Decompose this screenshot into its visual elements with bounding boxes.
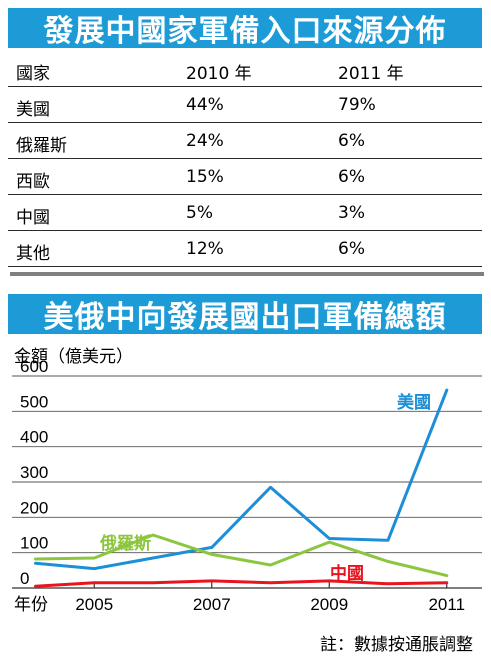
series-label-usa: 美國 — [397, 392, 431, 412]
cell-country: 其他 — [16, 244, 50, 264]
x-axis-label: 年份 — [14, 595, 48, 614]
cell-2011: 79% — [338, 95, 376, 115]
table-header-row: 國家 2010 年 2011 年 — [8, 52, 482, 87]
table-row: 美國 44% 79% — [8, 88, 482, 123]
cell-2010: 15% — [186, 167, 224, 187]
y-tick-label: 600 — [20, 357, 48, 376]
x-tick-label: 2011 — [428, 595, 465, 614]
import-sources-table: 國家 2010 年 2011 年 美國 44% 79% 俄羅斯 24% 6% 西… — [8, 52, 482, 272]
table-row: 中國 5% 3% — [8, 196, 482, 231]
header-2010: 2010 年 — [186, 64, 252, 84]
cell-2011: 6% — [338, 167, 365, 187]
cell-2010: 5% — [186, 203, 213, 223]
series-label-china: 中國 — [330, 563, 364, 583]
y-axis-label: 金額（億美元） — [14, 347, 133, 366]
y-tick-label: 100 — [20, 534, 48, 553]
y-tick-label: 300 — [20, 463, 48, 482]
table-row: 其他 12% 6% — [8, 232, 482, 267]
y-tick-label: 500 — [20, 392, 48, 411]
series-line-china — [34, 579, 449, 588]
cell-country: 美國 — [16, 100, 50, 120]
cell-2010: 12% — [186, 239, 224, 259]
cell-country: 中國 — [16, 208, 50, 228]
series-line-usa — [34, 388, 449, 571]
cell-2011: 3% — [338, 203, 365, 223]
cell-2011: 6% — [338, 239, 365, 259]
series-line-russia — [34, 533, 449, 578]
source-note: 註：數據按通脹調整 — [320, 635, 473, 655]
cell-country: 西歐 — [16, 172, 50, 192]
cell-2011: 6% — [338, 131, 365, 151]
y-tick-label: 200 — [20, 498, 48, 517]
x-tick-label: 2007 — [193, 595, 231, 614]
header-2011: 2011 年 — [338, 64, 404, 84]
y-tick-label: 400 — [20, 428, 48, 447]
y-tick-label: 0 — [20, 569, 29, 588]
cell-2010: 24% — [186, 131, 224, 151]
x-tick-label: 2009 — [310, 595, 348, 614]
table-row: 俄羅斯 24% 6% — [8, 124, 482, 159]
table-title: 發展中國家軍備入口來源分佈 — [8, 8, 482, 49]
series-label-russia: 俄羅斯 — [99, 533, 151, 553]
cell-country: 俄羅斯 — [16, 136, 67, 156]
header-country: 國家 — [16, 64, 50, 84]
cell-2010: 44% — [186, 95, 224, 115]
arms-export-line-chart: 金額（億美元） 0 100 200 300 400 500 600 2005 2007 2009 20… — [12, 347, 482, 614]
table-shadow — [10, 272, 484, 276]
x-tick-label: 2005 — [75, 595, 113, 614]
chart-title: 美俄中向發展國出口軍備總額 — [8, 294, 482, 335]
table-row: 西歐 15% 6% — [8, 160, 482, 195]
